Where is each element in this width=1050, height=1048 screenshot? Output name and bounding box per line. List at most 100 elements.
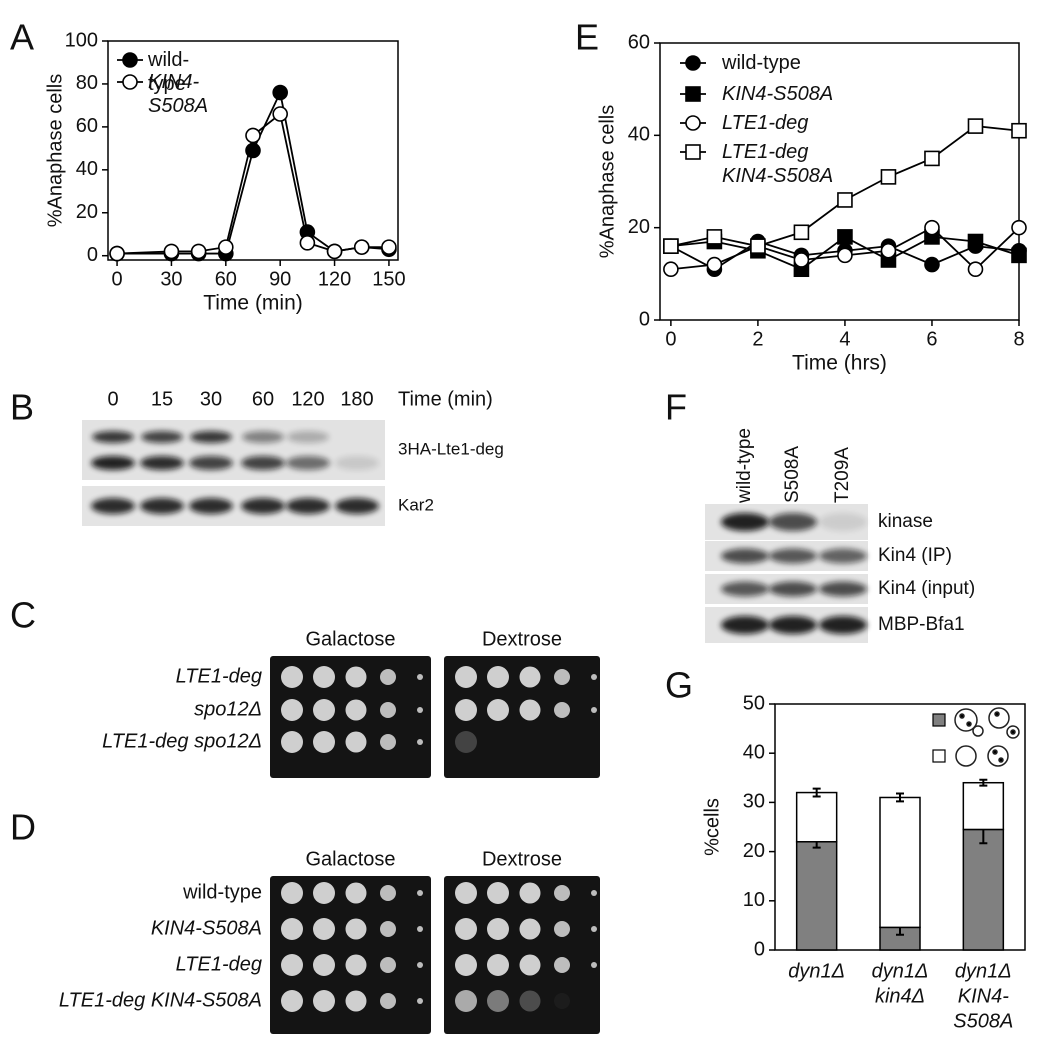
spot xyxy=(487,699,509,721)
x-axis-label: Time (hrs) xyxy=(792,352,887,375)
spot xyxy=(487,666,509,688)
panel-letter: B xyxy=(10,387,34,428)
legend-swatch xyxy=(932,749,946,763)
marker xyxy=(924,219,940,236)
row-label: MBP-Bfa1 xyxy=(878,614,965,635)
marker xyxy=(218,239,234,255)
spot xyxy=(519,990,541,1012)
marker xyxy=(924,256,940,273)
y-tick-label: 20 xyxy=(743,840,765,862)
legend-marker xyxy=(685,55,701,71)
spot xyxy=(519,666,541,688)
panel-letter: C xyxy=(10,595,36,636)
blot-band xyxy=(335,498,379,514)
strain-label: LTE1-deg KIN4-S508A xyxy=(59,989,262,1011)
spot xyxy=(554,993,570,1009)
spot xyxy=(591,962,597,968)
blot-band xyxy=(140,498,184,514)
spot xyxy=(455,990,477,1012)
lane-label: T209A xyxy=(832,447,853,503)
legend-marker xyxy=(122,52,138,68)
blot-band xyxy=(819,513,867,531)
x-tick-label: dyn1Δ xyxy=(955,960,1012,982)
strain-label: spo12Δ xyxy=(194,698,262,720)
spot xyxy=(417,674,423,680)
spot xyxy=(380,702,396,718)
plot-frame xyxy=(107,40,399,261)
marker xyxy=(163,243,180,260)
spot xyxy=(345,731,367,753)
spot xyxy=(313,918,335,940)
blot-band xyxy=(721,616,769,634)
blot-band xyxy=(721,513,769,531)
y-tick-label: 0 xyxy=(87,244,98,266)
blot-band xyxy=(141,431,183,443)
blot-band xyxy=(721,581,769,597)
spot xyxy=(487,918,509,940)
lane-label: 120 xyxy=(291,388,324,410)
panel-letter: D xyxy=(10,807,36,848)
plate xyxy=(444,656,600,778)
marker xyxy=(381,239,397,255)
x-tick-label: 60 xyxy=(215,268,237,290)
spot xyxy=(455,918,477,940)
spot xyxy=(455,882,477,904)
spot xyxy=(380,885,396,901)
spot xyxy=(380,921,396,937)
spot xyxy=(417,926,423,932)
marker xyxy=(1011,219,1027,236)
spot xyxy=(417,739,423,745)
error-bar xyxy=(979,778,988,787)
panel-letter: E xyxy=(575,17,599,58)
marker xyxy=(272,84,288,101)
marker xyxy=(837,247,853,264)
spot xyxy=(591,926,597,932)
spot xyxy=(417,890,423,896)
y-tick-label: 40 xyxy=(76,158,98,180)
blot-band xyxy=(189,498,233,514)
strain-label: wild-type xyxy=(182,881,262,903)
spot xyxy=(281,954,303,976)
spot xyxy=(487,990,509,1012)
y-tick-label: 100 xyxy=(65,29,98,51)
y-tick-label: 40 xyxy=(743,741,765,763)
marker xyxy=(837,192,853,208)
x-tick-label: 4 xyxy=(839,328,850,350)
blot-band xyxy=(91,456,135,470)
spot xyxy=(519,882,541,904)
marker xyxy=(1011,247,1027,264)
x-tick-label: 2 xyxy=(752,328,763,350)
spot xyxy=(281,918,303,940)
blot-band xyxy=(819,548,867,564)
blot-band xyxy=(92,431,134,443)
strain-label: LTE1-deg xyxy=(176,953,262,975)
lane-label: 0 xyxy=(107,388,118,410)
y-tick-label: 40 xyxy=(628,124,650,146)
spot xyxy=(554,885,570,901)
lane-label: 30 xyxy=(200,388,222,410)
lane-axis-label: Time (min) xyxy=(398,388,493,410)
blot-band xyxy=(140,456,184,470)
marker xyxy=(837,229,853,245)
marker xyxy=(967,118,984,134)
spot xyxy=(313,954,335,976)
blot-band xyxy=(286,456,330,470)
spot xyxy=(380,993,396,1009)
marker xyxy=(967,233,984,250)
bar-segment xyxy=(962,781,1005,831)
error-bar xyxy=(896,792,904,803)
marker xyxy=(793,252,810,268)
spot xyxy=(380,669,396,685)
y-tick-label: 80 xyxy=(76,72,98,94)
lane-label: 180 xyxy=(340,388,373,410)
legend-label: LTE1-deg xyxy=(722,112,809,134)
medium-label: Dextrose xyxy=(482,848,562,870)
legend-label: KIN4-S508A xyxy=(722,83,834,105)
x-tick-label: 8 xyxy=(1013,328,1024,350)
blot-band xyxy=(242,431,284,443)
y-axis-label: %cells xyxy=(701,798,723,856)
spot xyxy=(313,666,335,688)
spot xyxy=(487,954,509,976)
spot xyxy=(554,957,570,973)
x-tick-label: S508A xyxy=(953,1010,1013,1032)
